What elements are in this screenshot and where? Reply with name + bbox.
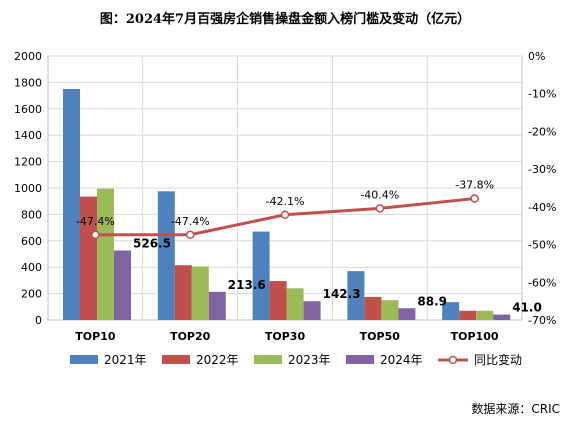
y2-tick-label: -70% <box>528 314 556 327</box>
bar-2021年-TOP100 <box>442 302 460 320</box>
legend-swatch <box>254 355 282 364</box>
legend-line-marker <box>448 355 458 365</box>
category-label: TOP50 <box>360 330 401 343</box>
line-data-label: -47.4% <box>171 215 210 228</box>
bar-2023年-TOP20 <box>191 266 209 320</box>
bar-2024年-TOP10 <box>114 250 131 320</box>
y2-tick-label: -20% <box>528 125 556 138</box>
bar-2021年-TOP10 <box>63 89 80 320</box>
legend-swatch <box>70 355 98 364</box>
bar-2022年-TOP10 <box>80 196 97 320</box>
y-tick-label: 1200 <box>14 156 42 169</box>
legend-label: 同比变动 <box>474 352 522 367</box>
bar-2023年-TOP50 <box>381 300 399 320</box>
y-tick-label: 0 <box>35 314 42 327</box>
y2-tick-label: -40% <box>528 201 556 214</box>
y-tick-label: 1600 <box>14 103 42 116</box>
category-label: TOP100 <box>451 330 499 343</box>
category-label: TOP10 <box>75 330 116 343</box>
y-tick-label: 1400 <box>14 129 42 142</box>
y-tick-label: 2000 <box>14 50 42 63</box>
bar-2023年-TOP10 <box>97 188 114 320</box>
legend-label: 2022年 <box>196 353 239 367</box>
y-tick-label: 200 <box>21 288 42 301</box>
source-note: 数据来源：CRIC <box>471 402 560 416</box>
y-tick-label: 600 <box>21 235 42 248</box>
y2-tick-label: -30% <box>528 163 556 176</box>
bar-data-label: 142.3 <box>323 287 361 301</box>
legend-swatch <box>346 355 374 364</box>
bar-data-label: 88.9 <box>417 294 447 308</box>
line-point <box>470 194 479 203</box>
legend-swatch <box>162 355 190 364</box>
y-tick-label: 1000 <box>14 182 42 195</box>
bar-2024年-TOP100 <box>493 314 511 320</box>
line-data-label: -42.1% <box>266 195 305 208</box>
bar-2021年-TOP30 <box>252 231 270 320</box>
bar-data-label: 41.0 <box>512 301 542 315</box>
bar-data-label: 526.5 <box>133 237 171 251</box>
bar-2024年-TOP20 <box>208 291 226 320</box>
chart-title: 图：2024年7月百强房企销售操盘金额入榜门槛及变动（亿元） <box>99 12 471 27</box>
y-tick-label: 1800 <box>14 76 42 89</box>
line-data-label: -40.4% <box>360 188 399 201</box>
bar-2022年-TOP50 <box>364 296 382 320</box>
bar-2021年-TOP20 <box>157 191 175 320</box>
category-label: TOP20 <box>170 330 211 343</box>
bar-2022年-TOP20 <box>174 265 192 320</box>
bar-2024年-TOP30 <box>303 301 321 320</box>
line-data-label: -47.4% <box>76 215 115 228</box>
bar-2024年-TOP50 <box>398 308 416 320</box>
bar-2023年-TOP100 <box>476 310 494 320</box>
line-point <box>280 210 290 220</box>
line-point <box>91 230 100 240</box>
line-data-label: -37.8% <box>455 179 494 192</box>
y2-tick-label: 0% <box>528 50 545 63</box>
y-tick-label: 400 <box>21 261 42 274</box>
legend-label: 2024年 <box>380 353 423 367</box>
category-label: TOP30 <box>265 330 306 343</box>
legend-label: 2023年 <box>288 353 331 367</box>
bar-2022年-TOP100 <box>459 310 477 320</box>
bar-2023年-TOP30 <box>286 288 304 320</box>
y-tick-label: 800 <box>21 208 42 221</box>
y2-tick-label: -50% <box>528 239 556 252</box>
y2-tick-label: -10% <box>528 88 556 101</box>
line-point <box>375 204 385 213</box>
bar-2022年-TOP30 <box>269 281 287 320</box>
bar-data-label: 213.6 <box>228 278 266 292</box>
legend-label: 2021年 <box>104 353 147 367</box>
bar-2021年-TOP50 <box>347 271 365 320</box>
line-point <box>185 230 195 240</box>
y2-tick-label: -60% <box>528 276 556 289</box>
